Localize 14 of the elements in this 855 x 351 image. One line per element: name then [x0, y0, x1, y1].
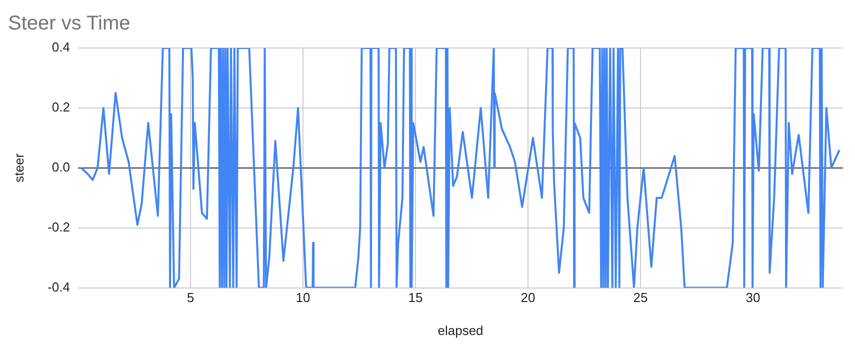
- y-tick-label: 0.2: [52, 100, 70, 115]
- x-tick-label: 5: [186, 290, 194, 306]
- y-tick-label: -0.2: [48, 219, 70, 234]
- x-tick-label: 30: [746, 290, 760, 306]
- x-tick-label: 20: [520, 290, 536, 306]
- x-tick-label: 15: [408, 290, 423, 306]
- y-tick-label: 0.0: [52, 159, 70, 174]
- chart-title: Steer vs Time: [8, 12, 130, 35]
- y-axis-title: steer: [11, 152, 26, 182]
- y-tick-label: -0.4: [48, 279, 70, 294]
- x-tick-label: 10: [296, 290, 310, 306]
- x-axis-title: elapsed: [438, 322, 484, 338]
- y-tick-label: 0.4: [52, 40, 70, 55]
- x-tick-label: 25: [633, 290, 648, 306]
